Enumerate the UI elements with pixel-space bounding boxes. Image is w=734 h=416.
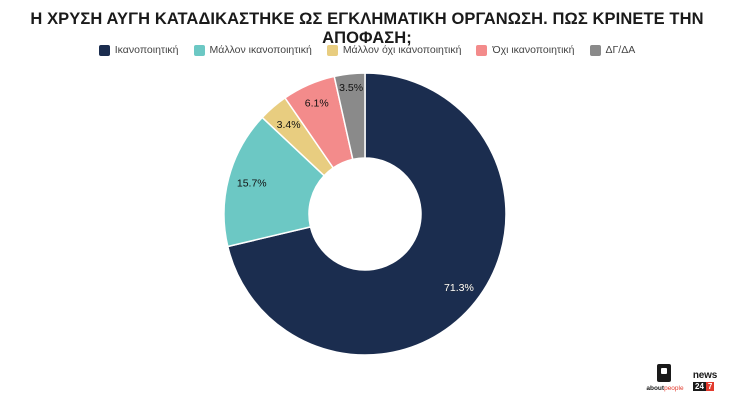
donut-slice — [333, 72, 366, 161]
legend-label: Όχι ικανοποιητική — [492, 44, 575, 56]
legend-label: Μάλλον όχι ικανοποιητική — [342, 44, 462, 56]
legend-item: Ικανοποιητική — [98, 44, 179, 56]
legend-item: Μάλλον όχι ικανοποιητική — [326, 44, 462, 56]
slice-data-label: 15.7% — [237, 178, 267, 190]
legend-label: ΔΓ/ΔΑ — [605, 44, 636, 56]
legend-swatch — [193, 44, 205, 56]
legend-swatch — [589, 44, 601, 56]
news247-logo-word: news — [692, 370, 718, 381]
slice-data-label: 71.3% — [444, 282, 474, 294]
legend-swatch — [476, 44, 488, 56]
chart-title: Η ΧΡΥΣΗ ΑΥΓΗ ΚΑΤΑΔΙΚΑΣΤΗΚΕ ΩΣ ΕΓΚΛΗΜΑΤΙΚ… — [30, 10, 704, 47]
legend-item: Όχι ικανοποιητική — [476, 44, 575, 56]
slice-data-label: 3.5% — [339, 82, 363, 94]
aboutpeople-logo-mark — [657, 364, 671, 382]
donut-slice — [226, 72, 507, 356]
chart-legend: Ικανοποιητική Μάλλον ικανοποιητική Μάλλον … — [0, 44, 734, 56]
legend-item: Μάλλον ικανοποιητική — [193, 44, 312, 56]
legend-label: Μάλλον ικανοποιητική — [209, 44, 312, 56]
slice-data-label: 3.4% — [277, 119, 301, 131]
donut-slice — [223, 116, 326, 248]
legend-label: Ικανοποιητική — [114, 44, 179, 56]
legend-swatch — [98, 44, 110, 56]
aboutpeople-logo: aboutpeople — [645, 364, 685, 396]
news247-logo: news 24 7 — [688, 370, 722, 394]
aboutpeople-logo-text: aboutpeople — [646, 385, 684, 392]
slice-data-label: 6.1% — [305, 97, 329, 109]
legend-item: ΔΓ/ΔΑ — [589, 44, 636, 56]
news247-logo-number: 24 7 — [693, 382, 715, 391]
legend-swatch — [326, 44, 338, 56]
